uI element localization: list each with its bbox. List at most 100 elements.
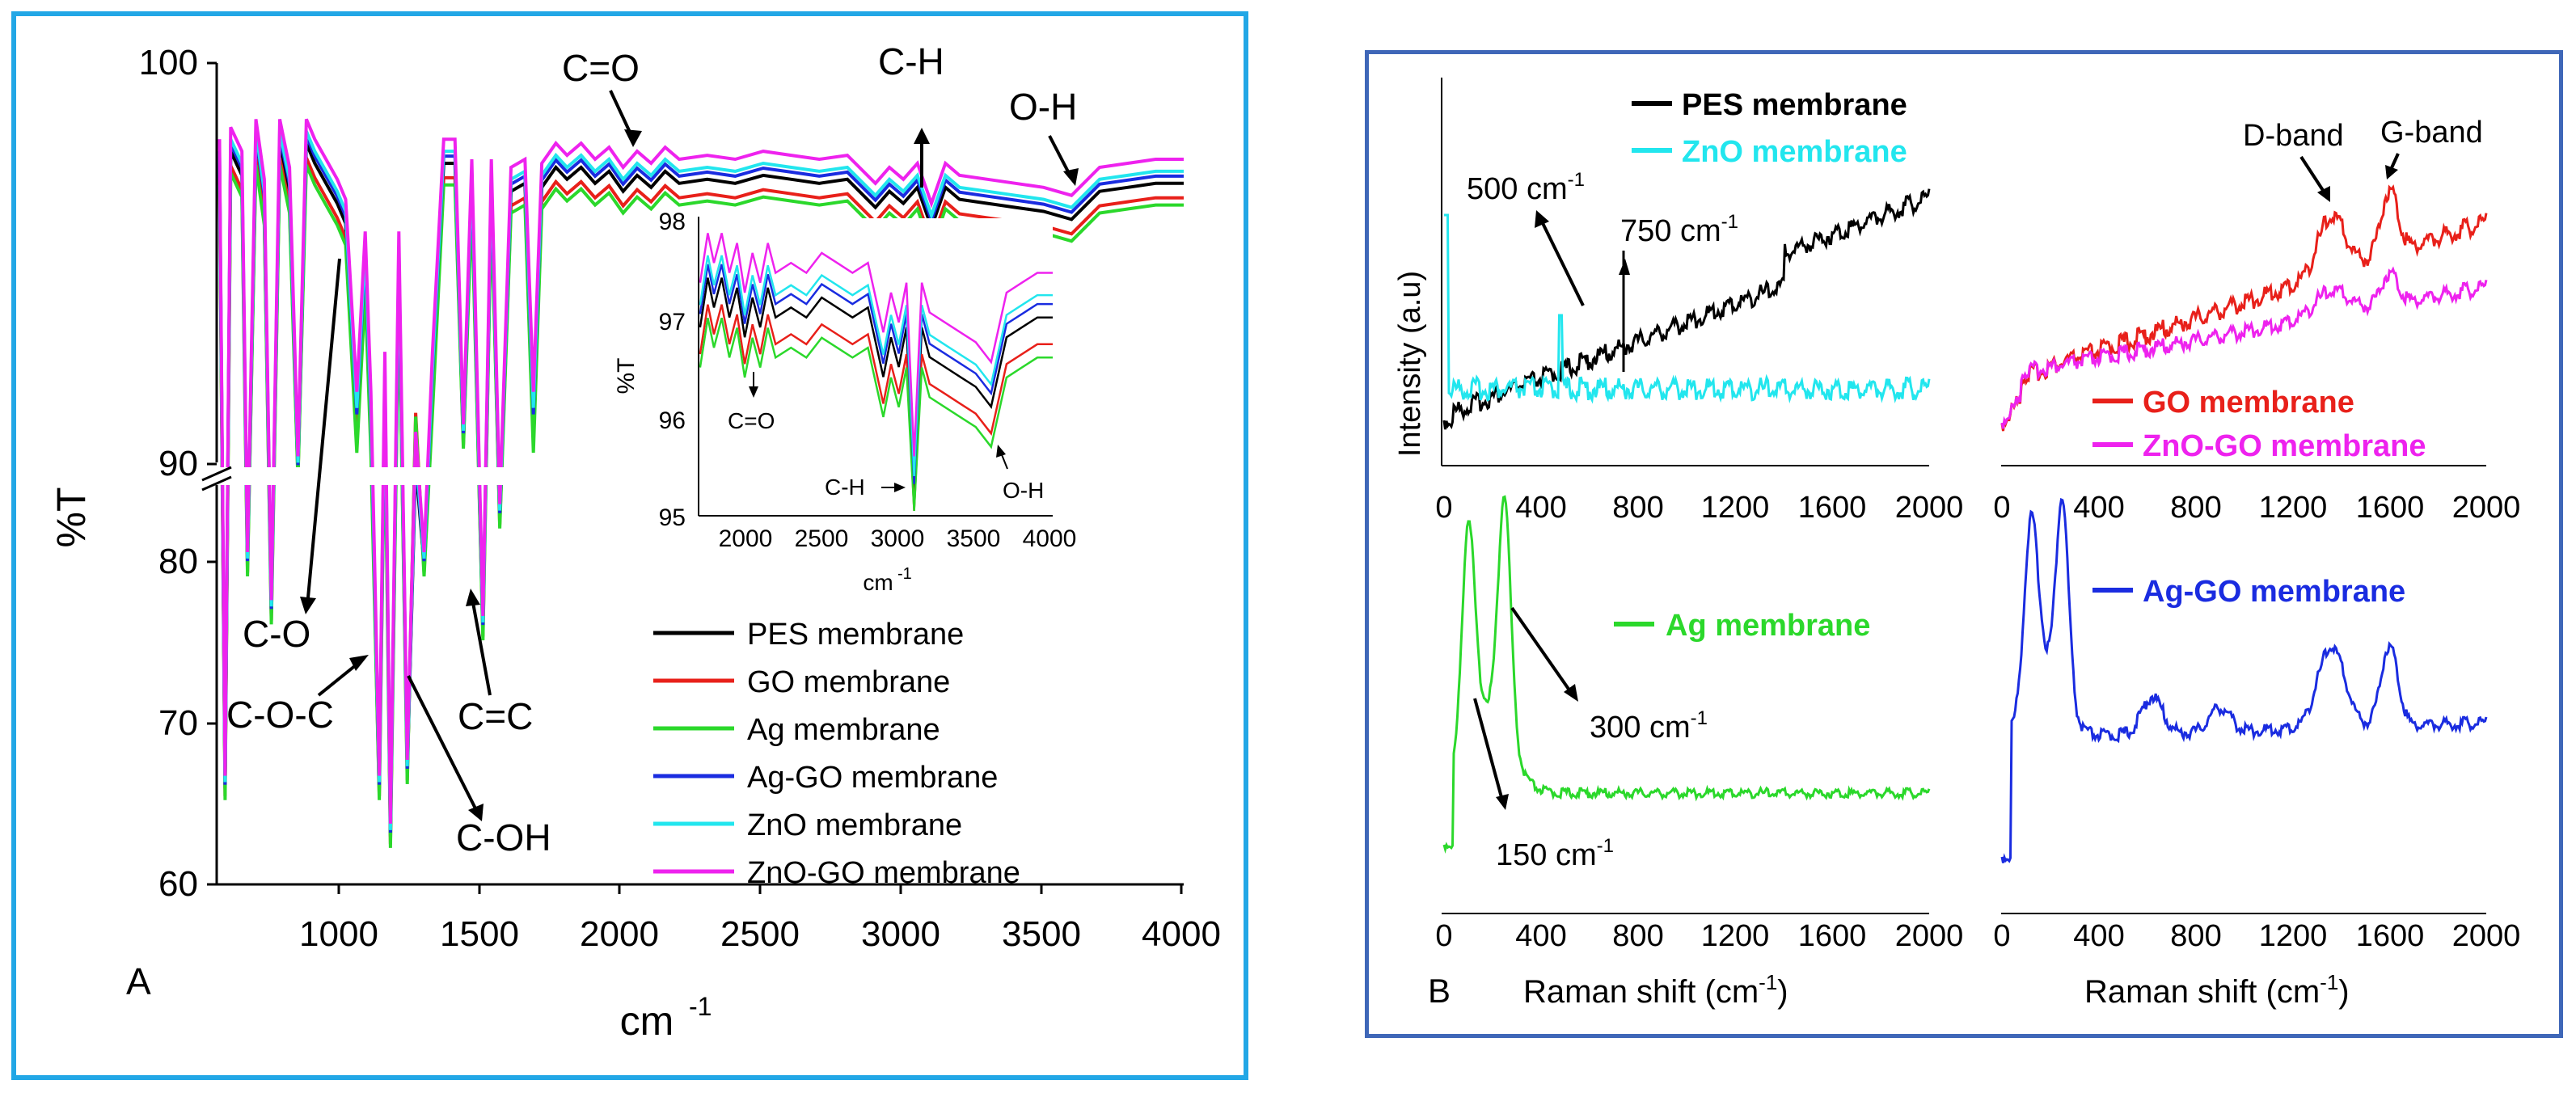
raman-zno-go-membrane xyxy=(2000,266,2488,429)
inset-y-label: %T xyxy=(613,358,640,394)
panel-a-label: A xyxy=(126,960,151,1002)
b-bl-tick-1200: 1200 xyxy=(1701,919,1770,953)
b-annotation-300: 300 cm-1 xyxy=(1590,707,1708,745)
b-bl-tick-800: 800 xyxy=(1612,919,1663,953)
ftir-series-group xyxy=(217,118,1184,848)
annotation-c-o-c: C-O-C xyxy=(226,694,334,736)
b-legend-go: GO membrane xyxy=(2143,386,2354,420)
b-x-ticks: 0 400 800 1200 1600 2000 0 400 800 1200 … xyxy=(1435,491,2520,953)
inset-series-zno-go-membrane xyxy=(699,233,1053,457)
panel-a-frame xyxy=(11,11,1248,1080)
annotation-c-o: C-O xyxy=(243,613,310,655)
inset-series-go-membrane xyxy=(699,304,1053,511)
x-tick-2500: 2500 xyxy=(720,914,800,954)
b-tl-tick-2000: 2000 xyxy=(1895,491,1964,525)
b-br-tick-1200: 1200 xyxy=(2259,919,2328,953)
raman-zno-membrane xyxy=(1444,213,1931,404)
y-axis-label: %T xyxy=(49,487,94,548)
x-ticks: 1000 1500 2000 2500 3000 3500 4000 xyxy=(299,884,1221,954)
b-br-tick-800: 800 xyxy=(2170,919,2221,953)
x-tick-3000: 3000 xyxy=(861,914,940,954)
inset-x-tick-2500: 2500 xyxy=(795,525,849,552)
b-tl-tick-1200: 1200 xyxy=(1701,491,1770,525)
inset-series-zno-membrane xyxy=(699,255,1053,476)
inset-annotation-o-h: O-H xyxy=(1003,478,1044,503)
inset-y-tick-95: 95 xyxy=(659,504,686,531)
y-tick-60: 60 xyxy=(158,864,198,904)
b-bl-tick-2000: 2000 xyxy=(1895,919,1964,953)
b-bl-tick-0: 0 xyxy=(1435,919,1452,953)
b-legend-zno-go: ZnO-GO membrane xyxy=(2143,429,2426,463)
b-tl-tick-800: 800 xyxy=(1612,491,1663,525)
b-annotation-d-band: D-band xyxy=(2243,119,2344,153)
legend-go: GO membrane xyxy=(747,665,950,699)
b-y-axis-label: Intensity (a.u) xyxy=(1393,271,1427,457)
b-br-tick-2000: 2000 xyxy=(2452,919,2521,953)
panel-b-label: B xyxy=(1428,972,1451,1010)
legend-zno: ZnO membrane xyxy=(747,808,962,842)
b-legend-ag: Ag membrane xyxy=(1666,609,1870,643)
annotation-c-oh: C-OH xyxy=(456,816,551,859)
b-tr-tick-400: 400 xyxy=(2073,491,2124,525)
annotation-c-h: C-H xyxy=(878,40,944,82)
b-br-tick-0: 0 xyxy=(1993,919,2010,953)
inset-chart: 98 97 96 95 2000 2500 3000 3500 4000 %T … xyxy=(613,209,1076,595)
raman-series-group xyxy=(1442,184,2488,863)
legend-pes: PES membrane xyxy=(747,618,964,652)
axis-break-mark-2 xyxy=(201,475,232,492)
b-tl-tick-400: 400 xyxy=(1515,491,1566,525)
inset-y-tick-98: 98 xyxy=(659,209,686,235)
b-tr-tick-800: 800 xyxy=(2170,491,2221,525)
inset-y-tick-96: 96 xyxy=(659,407,686,434)
b-x-label-left: Raman shift (cm-1) xyxy=(1523,970,1788,1010)
inset-annotation-c-h: C-H xyxy=(825,475,865,500)
inset-x-tick-2000: 2000 xyxy=(719,525,773,552)
x-axis-label: cm xyxy=(620,998,674,1044)
b-legend-pes: PES membrane xyxy=(1682,88,1907,122)
y-tick-70: 70 xyxy=(158,703,198,743)
x-tick-1000: 1000 xyxy=(299,914,378,954)
y-tick-80: 80 xyxy=(158,542,198,581)
b-x-label-right: Raman shift (cm-1) xyxy=(2084,970,2350,1010)
inset-series-group xyxy=(699,233,1053,511)
x-tick-1500: 1500 xyxy=(440,914,519,954)
panel-a-annotations: C=O C-H O-H C-O C-O-C C-OH C=C xyxy=(226,40,1079,859)
panel-b: 0 400 800 1200 1600 2000 0 400 800 1200 … xyxy=(1393,78,2520,1010)
b-tr-tick-1200: 1200 xyxy=(2259,491,2328,525)
axis-break-mark-1 xyxy=(201,466,232,482)
b-br-tick-1600: 1600 xyxy=(2356,919,2425,953)
inset-series-ag-go-membrane xyxy=(699,264,1053,484)
b-bl-tick-1600: 1600 xyxy=(1798,919,1867,953)
inset-series-ag-membrane xyxy=(699,317,1053,511)
x-tick-2000: 2000 xyxy=(580,914,659,954)
inset-x-label: cm xyxy=(863,570,893,595)
annotation-o-h: O-H xyxy=(1009,86,1077,128)
b-tr-tick-2000: 2000 xyxy=(2452,491,2521,525)
x-axis-label-sup: -1 xyxy=(689,992,712,1021)
b-br-tick-400: 400 xyxy=(2073,919,2124,953)
raman-ag-membrane xyxy=(1442,495,1931,854)
inset-x-tick-3500: 3500 xyxy=(947,525,1001,552)
inset-series-pes-membrane xyxy=(699,277,1053,496)
inset-annotation-c-o: C=O xyxy=(728,408,775,433)
series-zno-go-membrane xyxy=(217,118,1184,824)
b-legend-ag-go: Ag-GO membrane xyxy=(2143,575,2405,609)
legend-ag: Ag membrane xyxy=(747,713,940,747)
annotation-c-double-c: C=C xyxy=(458,695,533,737)
b-tr-tick-0: 0 xyxy=(1993,491,2010,525)
raman-ag-go-membrane xyxy=(2000,497,2488,863)
panel-a-legend: PES membrane GO membrane Ag membrane Ag-… xyxy=(653,618,1020,890)
b-annotation-g-band: G-band xyxy=(2380,116,2483,150)
y-tick-100: 100 xyxy=(139,43,198,82)
y-tick-90: 90 xyxy=(158,444,198,483)
inset-y-tick-97: 97 xyxy=(659,309,686,335)
x-tick-4000: 4000 xyxy=(1142,914,1221,954)
b-annotation-750: 750 cm-1 xyxy=(1620,211,1738,248)
b-tl-tick-0: 0 xyxy=(1435,491,1452,525)
panel-a: 100 90 80 70 60 1000 1500 2000 2500 3000… xyxy=(49,40,1221,1044)
b-bl-tick-400: 400 xyxy=(1515,919,1566,953)
b-legend-zno: ZnO membrane xyxy=(1682,135,1907,169)
b-tl-tick-1600: 1600 xyxy=(1798,491,1867,525)
inset-x-tick-3000: 3000 xyxy=(871,525,925,552)
